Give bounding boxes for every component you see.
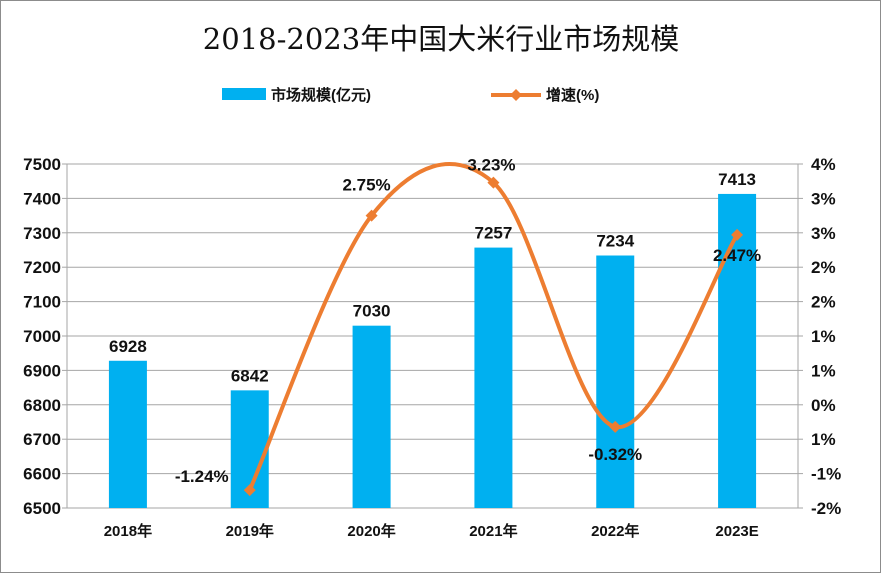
bar-value-label: 7413 <box>718 170 756 189</box>
legend-bar-swatch <box>222 88 266 100</box>
chart-title: 2018-2023年中国大米行业市场规模 <box>203 22 679 56</box>
growth-marker <box>487 176 500 189</box>
growth-line <box>247 162 739 491</box>
right-tick-label: 1% <box>811 430 836 449</box>
right-tick-label: 2% <box>811 293 836 312</box>
legend-line-marker <box>510 89 522 101</box>
growth-marker <box>731 228 744 241</box>
growth-value-label: 3.23% <box>467 156 515 175</box>
left-tick-label: 7500 <box>23 155 61 174</box>
left-tick-label: 6600 <box>23 465 61 484</box>
growth-value-label: -1.24% <box>175 467 229 486</box>
bar <box>474 247 513 509</box>
left-tick-label: 7200 <box>23 258 61 277</box>
right-tick-label: 1% <box>811 361 836 380</box>
bar <box>596 255 635 508</box>
left-tick-label: 6500 <box>23 499 61 518</box>
left-tick-label: 6800 <box>23 396 61 415</box>
left-tick-label: 7300 <box>23 224 61 243</box>
left-tick-label: 7000 <box>23 327 61 346</box>
growth-marker <box>243 484 256 497</box>
right-tick-label: 3% <box>811 224 836 243</box>
bar-value-label: 7030 <box>353 302 391 321</box>
right-tick-label: 0% <box>811 396 836 415</box>
bar <box>352 325 391 508</box>
x-tick-label: 2020年 <box>347 522 395 540</box>
x-tick-label: 2023E <box>715 523 758 540</box>
growth-marker <box>365 209 378 222</box>
right-tick-label: 1% <box>811 327 836 346</box>
x-tick-label: 2022年 <box>591 522 639 540</box>
legend: 市场规模(亿元) 增速(%) <box>222 86 599 104</box>
left-tick-label: 7400 <box>23 189 61 208</box>
right-tick-label: 3% <box>811 189 836 208</box>
right-tick-label: -1% <box>811 465 841 484</box>
legend-bar-label: 市场规模(亿元) <box>271 86 371 104</box>
bar-value-label: 6928 <box>109 337 147 356</box>
left-tick-label: 6900 <box>23 361 61 380</box>
bar-value-label: 6842 <box>231 366 269 385</box>
left-tick-label: 6700 <box>23 430 61 449</box>
x-tick-label: 2021年 <box>469 522 517 540</box>
growth-value-label: 2.47% <box>713 246 761 265</box>
x-tick-label: 2018年 <box>104 522 152 540</box>
bar-value-label: 7257 <box>475 224 513 243</box>
legend-line-label: 增速(%) <box>546 86 599 104</box>
right-tick-label: 4% <box>811 155 836 174</box>
growth-value-label: -0.32% <box>588 445 642 464</box>
x-tick-label: 2019年 <box>226 522 274 540</box>
bar <box>108 360 147 508</box>
bar-value-label: 7234 <box>596 232 634 251</box>
right-tick-label: 2% <box>811 258 836 277</box>
left-tick-label: 7100 <box>23 293 61 312</box>
growth-marker <box>609 420 622 433</box>
bar <box>718 193 757 509</box>
right-tick-label: -2% <box>811 499 841 518</box>
growth-value-label: 2.75% <box>342 176 390 195</box>
